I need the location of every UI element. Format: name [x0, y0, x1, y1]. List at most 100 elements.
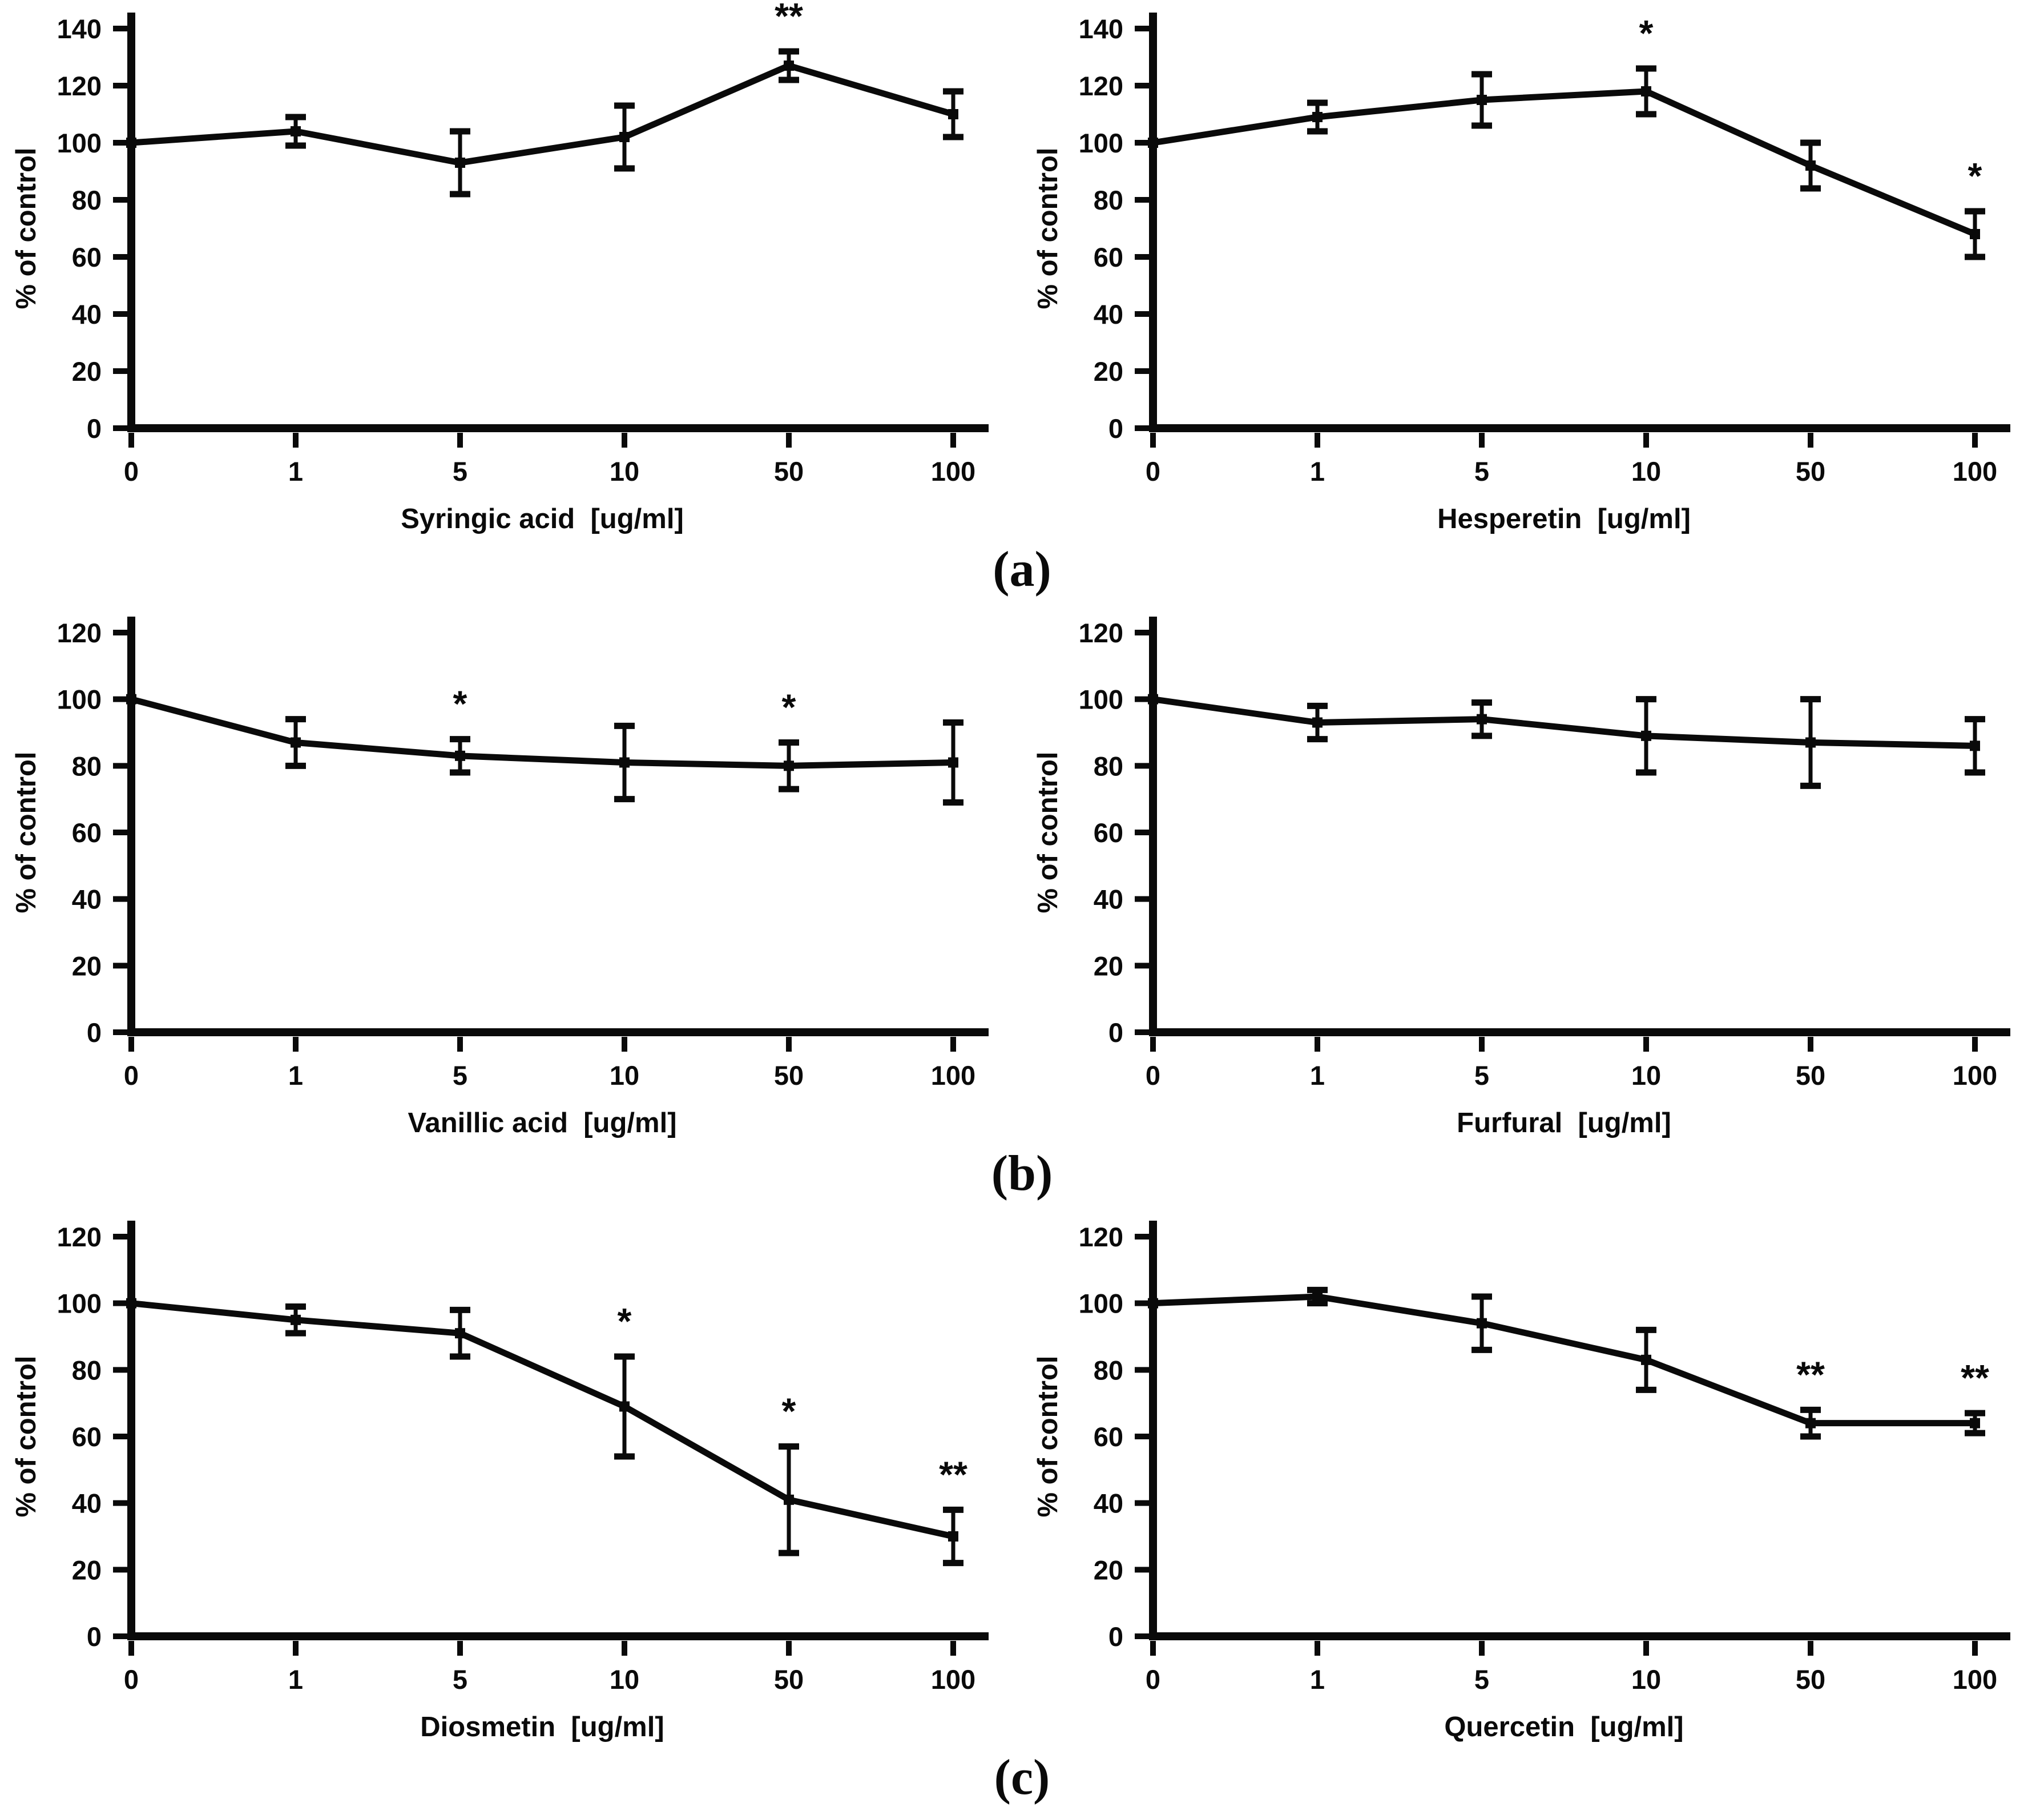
y-tick-label: 0	[87, 413, 102, 444]
y-tick-label: 80	[72, 185, 102, 215]
y-tick-label: 80	[72, 1355, 102, 1385]
data-point	[126, 694, 136, 705]
axes	[113, 1221, 989, 1656]
x-tick-label: 1	[288, 1060, 303, 1090]
error-bars	[1307, 65, 1985, 260]
y-tick-label: 60	[1094, 1422, 1123, 1452]
x-tick-label: 10	[610, 1664, 639, 1695]
hesperetin-line-chart: 0 20 40 60 80 100 120 140 0 1 5 10 50 100 Hesperetin […	[1033, 13, 2010, 534]
x-tick-label: 50	[774, 1060, 804, 1090]
data-point	[1312, 112, 1323, 122]
significance-asterisk: **	[775, 0, 803, 37]
y-tick-label: 40	[72, 1488, 102, 1519]
x-tick-label: 100	[931, 1060, 975, 1090]
panel-label-c: (c)	[994, 1750, 1050, 1805]
x-tick-label: 100	[1953, 456, 1997, 486]
significance-asterisk: **	[1796, 1354, 1825, 1395]
x-tick-label: 0	[1146, 456, 1160, 486]
significance-asterisk: **	[1961, 1357, 1989, 1398]
data-point	[1148, 1298, 1158, 1309]
significance-marks: **	[453, 683, 796, 728]
error-bars	[1307, 1286, 1985, 1440]
series-line	[1152, 88, 1977, 238]
data-point	[1312, 717, 1323, 728]
chart-panel-quercetin: 0 20 40 60 80 100 120 0 1 5 10 50 100 Quercetin [ug/m…	[1022, 1208, 2043, 1750]
series-polyline	[1152, 1293, 1975, 1427]
axis-text: 0 20 40 60 80 100 120 140 0 1 5 10 50 100 Hesperetin […	[1033, 14, 1997, 534]
data-point	[1805, 737, 1816, 748]
axes	[113, 617, 989, 1052]
y-axis-title: % of control	[1033, 147, 1063, 309]
significance-marks: **	[775, 0, 803, 37]
significance-asterisk: *	[453, 683, 467, 725]
vanillic-acid-line-chart: 0 20 40 60 80 100 120 0 1 5 10 50 100 Vanillic acid […	[11, 617, 989, 1138]
axes	[1135, 13, 2010, 448]
panel-label-a: (a)	[993, 542, 1051, 597]
data-markers	[1148, 694, 1980, 751]
data-point	[1970, 229, 1980, 239]
x-tick-label: 0	[1146, 1664, 1160, 1695]
data-point	[948, 109, 958, 119]
series-polyline	[130, 696, 954, 769]
x-tick-label: 50	[1796, 1664, 1825, 1695]
data-point	[291, 126, 301, 136]
error-bars	[285, 1303, 963, 1567]
panel-label-b: (b)	[991, 1146, 1053, 1201]
chart-panel-syringic-acid: 0 20 40 60 80 100 120 140 0 1 5 10 50 100 Syringic aci…	[0, 0, 1022, 542]
data-markers	[1148, 86, 1980, 239]
x-axis-title: Quercetin [ug/ml]	[1444, 1712, 1683, 1742]
syringic-acid-line-chart: 0 20 40 60 80 100 120 140 0 1 5 10 50 100 Syringic aci…	[11, 0, 989, 534]
diosmetin-line-chart: 0 20 40 60 80 100 120 0 1 5 10 50 100 Diosmetin [ug/m…	[11, 1221, 989, 1742]
x-tick-label: 1	[1310, 456, 1325, 486]
significance-asterisk: *	[618, 1301, 632, 1342]
axes	[1135, 1221, 2010, 1656]
data-point	[1805, 160, 1816, 171]
data-point	[455, 750, 465, 761]
data-point	[1477, 714, 1487, 725]
x-tick-label: 100	[931, 1664, 975, 1695]
y-tick-label: 0	[1108, 1017, 1123, 1048]
data-point	[291, 1314, 301, 1325]
significance-asterisk: *	[1639, 13, 1654, 54]
y-axis-title: % of control	[1033, 751, 1063, 913]
x-axis-title: Vanillic acid [ug/ml]	[408, 1108, 676, 1138]
x-tick-label: 10	[1631, 1664, 1661, 1695]
data-markers	[126, 1298, 958, 1542]
y-tick-label: 20	[72, 951, 102, 981]
y-tick-label: 40	[72, 299, 102, 329]
x-tick-label: 50	[1796, 1060, 1825, 1090]
x-tick-label: 100	[1953, 1664, 1997, 1695]
x-axis-title: Diosmetin [ug/ml]	[420, 1712, 664, 1742]
y-tick-label: 20	[72, 356, 102, 387]
y-tick-label: 20	[72, 1555, 102, 1585]
y-tick-label: 120	[1079, 71, 1123, 101]
figure-row-c: 0 20 40 60 80 100 120 0 1 5 10 50 100 Diosmetin [ug/m…	[0, 1208, 2044, 1750]
y-tick-label: 100	[1079, 128, 1123, 158]
significance-asterisk: *	[782, 1391, 796, 1432]
y-tick-label: 20	[1094, 356, 1123, 387]
furfural-line-chart: 0 20 40 60 80 100 120 0 1 5 10 50 100 Furfural [ug/ml…	[1033, 617, 2010, 1138]
x-tick-label: 5	[1474, 456, 1489, 486]
data-markers	[126, 61, 958, 168]
y-tick-label: 60	[72, 1422, 102, 1452]
series-line	[1152, 696, 1976, 749]
data-point	[784, 61, 794, 71]
data-markers	[126, 694, 958, 771]
x-tick-label: 1	[288, 1664, 303, 1695]
x-tick-label: 5	[1474, 1664, 1489, 1695]
chart-panel-vanillic-acid: 0 20 40 60 80 100 120 0 1 5 10 50 100 Vanillic acid […	[0, 604, 1022, 1146]
data-point	[126, 1298, 136, 1309]
chart-panel-diosmetin: 0 20 40 60 80 100 120 0 1 5 10 50 100 Diosmetin [ug/m…	[0, 1208, 1022, 1750]
x-tick-label: 0	[1146, 1060, 1160, 1090]
y-tick-label: 120	[57, 1222, 102, 1252]
significance-asterisk: **	[939, 1454, 967, 1495]
significance-asterisk: *	[1968, 155, 1982, 196]
y-tick-label: 100	[1079, 685, 1123, 715]
data-point	[948, 1531, 958, 1542]
data-point	[1148, 694, 1158, 705]
axis-text: 0 20 40 60 80 100 120 0 1 5 10 50 100 Quercetin [ug/m…	[1033, 1222, 1997, 1742]
data-point	[784, 760, 794, 771]
data-point	[1477, 1318, 1487, 1329]
x-tick-label: 10	[610, 456, 639, 486]
x-tick-label: 5	[453, 456, 467, 486]
